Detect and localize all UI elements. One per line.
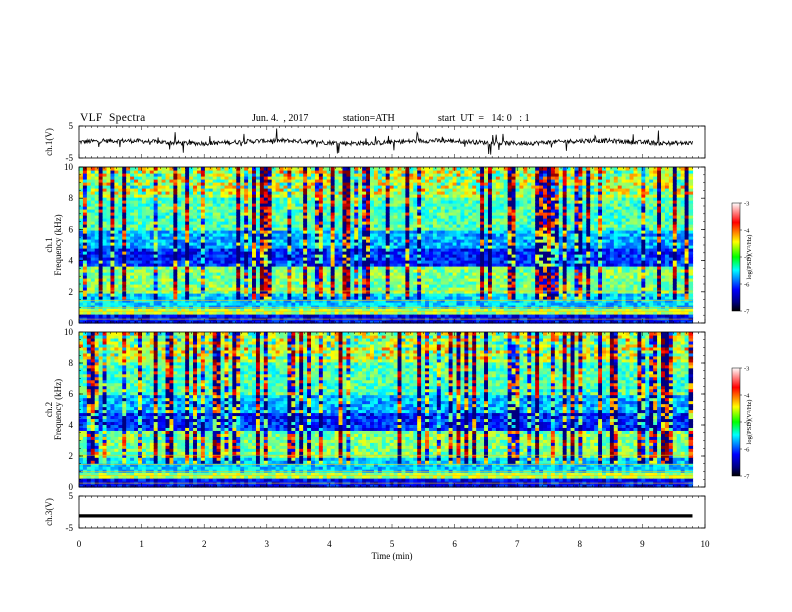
colorbar-tick-label: -7: [744, 309, 750, 316]
spectrogram-ch1: [79, 167, 694, 324]
station-label: station=ATH: [343, 113, 395, 124]
colorbar-tick-label: -5: [744, 420, 749, 427]
y-tick-label: 4: [69, 420, 74, 430]
y-axis-label-frequency: Frequency (kHz): [53, 379, 63, 440]
x-tick-label: 6: [452, 539, 457, 549]
x-tick-label: 8: [578, 539, 583, 549]
y-tick-label: 10: [64, 327, 74, 337]
colorbar-label: log(PSD)(V²/Hz): [746, 400, 753, 445]
start-time-label: start UT = 14: 0 : 1: [438, 113, 530, 124]
x-tick-label: 3: [265, 539, 270, 549]
colorbar: [731, 202, 741, 312]
colorbar-label: log(PSD)(V²/Hz): [746, 235, 753, 280]
y-axis-label-frequency: Frequency (kHz): [53, 214, 63, 275]
y-tick-label: 6: [69, 224, 74, 234]
y-tick-label: 2: [69, 451, 74, 461]
colorbar-tick-label: -5: [744, 255, 749, 262]
x-tick-label: 5: [390, 539, 395, 549]
y-axis-label-channel: ch.1: [44, 237, 54, 252]
spectrogram-ch2: [79, 332, 694, 488]
y-tick-label: -5: [66, 153, 74, 163]
y-tick-label: 10: [64, 162, 74, 172]
x-tick-label: 4: [327, 539, 332, 549]
x-tick-label: 2: [202, 539, 207, 549]
y-tick-label: 2: [69, 287, 74, 297]
y-tick-label: 0: [69, 318, 74, 328]
colorbar-tick-label: -3: [744, 366, 749, 373]
y-tick-label: 8: [69, 358, 74, 368]
y-tick-label: 5: [69, 121, 74, 131]
y-tick-label: 0: [69, 482, 74, 492]
x-tick-label: 10: [701, 539, 711, 549]
y-tick-label: -5: [66, 523, 74, 533]
colorbar-tick-label: -4: [744, 228, 750, 235]
x-tick-label: 9: [640, 539, 645, 549]
x-tick-label: 7: [515, 539, 520, 549]
colorbar: [731, 367, 741, 477]
x-tick-label: 1: [139, 539, 144, 549]
colorbar-tick-label: -3: [744, 201, 749, 208]
chart-title: VLF Spectra: [80, 112, 146, 124]
y-axis-label: ch.1(V): [44, 128, 54, 156]
x-tick-label: 0: [77, 539, 82, 549]
y-tick-label: 8: [69, 193, 74, 203]
y-tick-label: 5: [69, 491, 74, 501]
colorbar-tick-label: -6: [744, 447, 750, 454]
waveform-trace: [78, 128, 693, 155]
colorbar-tick-label: -6: [744, 282, 750, 289]
y-axis-label: ch.3(V): [44, 498, 54, 526]
colorbar-tick-label: -4: [744, 393, 750, 400]
date-label: Jun. 4. , 2017: [252, 113, 309, 124]
panel-frame: [78, 495, 706, 529]
waveform-ch1V: [78, 128, 693, 155]
colorbar-tick-label: -7: [744, 474, 750, 481]
y-tick-label: 4: [69, 256, 74, 266]
x-axis-label: Time (min): [372, 551, 413, 561]
y-tick-label: 6: [69, 389, 74, 399]
y-axis-label-channel: ch.2: [44, 402, 54, 417]
